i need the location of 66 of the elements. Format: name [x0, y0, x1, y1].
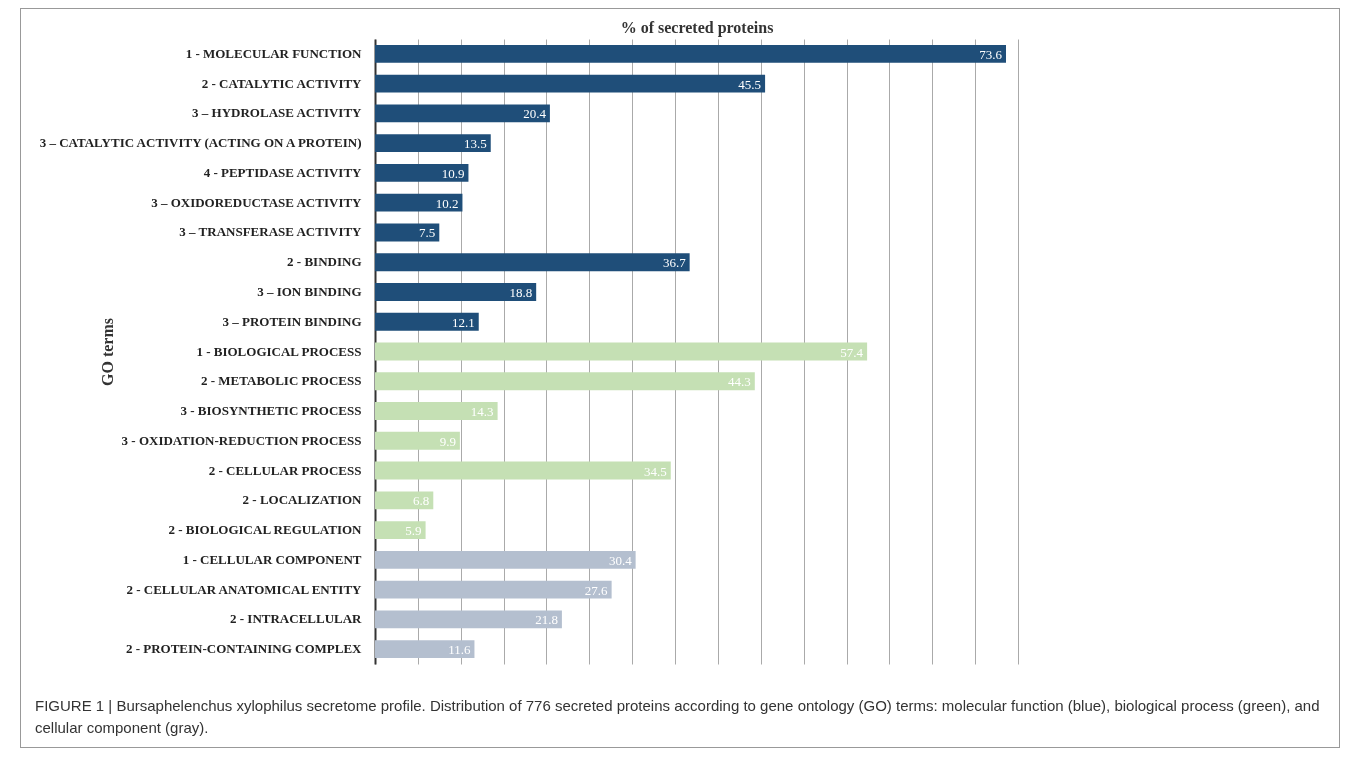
data-label: 9.9 [439, 433, 456, 449]
bar [375, 640, 475, 659]
data-label: 14.3 [470, 404, 494, 420]
bar [375, 134, 491, 153]
data-label: 20.4 [523, 106, 547, 122]
data-label: 34.5 [644, 463, 667, 479]
bar [375, 253, 690, 272]
y-tick-label: 2 - CELLULAR ANATOMICAL ENTITY [126, 581, 363, 597]
y-tick-label: 3 - BIOSYNTHETIC PROCESS [180, 403, 362, 419]
y-tick-label: 2 - BINDING [287, 254, 362, 270]
bar [375, 461, 671, 480]
bar [375, 104, 550, 123]
y-tick-label: 3 – ION BINDING [257, 283, 362, 299]
bar [375, 193, 463, 212]
data-label: 10.9 [441, 165, 465, 181]
data-label: 13.5 [463, 136, 487, 152]
y-tick-label: 3 – TRANSFERASE ACTIVITY [179, 224, 363, 240]
y-axis-title: GO terms [98, 318, 116, 386]
y-tick-label: 2 - INTRACELLULAR [230, 611, 363, 627]
bar [375, 580, 612, 599]
y-tick-label: 3 – CATALYTIC ACTIVITY (ACTING ON A PROTEIN) [39, 135, 362, 151]
y-tick-label: 2 - LOCALIZATION [242, 492, 363, 508]
bar [375, 44, 1006, 63]
y-tick-label: 2 - CELLULAR PROCESS [208, 462, 362, 478]
bar [375, 491, 434, 510]
bar [375, 312, 479, 331]
data-label: 27.6 [584, 582, 609, 598]
data-label: 18.8 [509, 284, 533, 300]
data-label: 21.8 [535, 612, 558, 628]
data-label: 57.4 [840, 344, 864, 360]
caption: FIGURE 1 | Bursaphelenchus xylophilus secretome profile. Distribution of 776 secreted proteins according to gene ontology (GO) terms: molecular function (blue), biological process (green), and cellular component (gray). [35, 696, 1321, 738]
data-label: 45.5 [738, 76, 762, 92]
y-tick-label: 1 - MOLECULAR FUNCTION [185, 45, 363, 61]
bar [375, 223, 440, 242]
data-label: 36.7 [662, 255, 687, 271]
bar [375, 164, 469, 182]
y-tick-label: 4 - PEPTIDASE ACTIVITY [203, 164, 363, 180]
bar [375, 610, 562, 629]
data-label: 44.3 [728, 374, 751, 390]
y-tick-label: 2 - PROTEIN-CONTAINING COMPLEX [125, 641, 363, 657]
data-label: 5.9 [405, 523, 422, 539]
data-label: 10.2 [435, 195, 459, 211]
y-tick-label: 3 – HYDROLASE ACTIVITY [192, 105, 363, 121]
y-tick-label: 2 - CATALYTIC ACTIVITY [201, 75, 363, 91]
bar [375, 283, 537, 301]
bar [375, 402, 498, 420]
y-tick-label: 3 – PROTEIN BINDING [222, 313, 362, 329]
x-axis-title: % of secreted proteins [620, 18, 774, 37]
bar [375, 342, 868, 361]
bar [375, 431, 460, 450]
y-tick-label: 3 - OXIDATION-REDUCTION PROCESS [121, 432, 362, 448]
data-label: 73.6 [979, 46, 1003, 62]
y-tick-label: 1 - BIOLOGICAL PROCESS [196, 343, 362, 359]
data-label: 30.4 [608, 552, 633, 568]
bar [375, 372, 755, 391]
bar [375, 550, 636, 569]
bar [375, 74, 766, 93]
y-tick-label: 2 - BIOLOGICAL REGULATION [168, 522, 363, 538]
y-tick-label: 2 - METABOLIC PROCESS [201, 373, 362, 389]
y-tick-label: 1 - CELLULAR COMPONENT [182, 551, 362, 567]
data-label: 6.8 [413, 493, 430, 509]
data-label: 12.1 [451, 314, 475, 330]
data-label: 7.5 [419, 225, 436, 241]
data-label: 11.6 [448, 642, 471, 658]
y-tick-label: 3 – OXIDOREDUCTASE ACTIVITY [151, 194, 363, 210]
bar [375, 521, 426, 539]
